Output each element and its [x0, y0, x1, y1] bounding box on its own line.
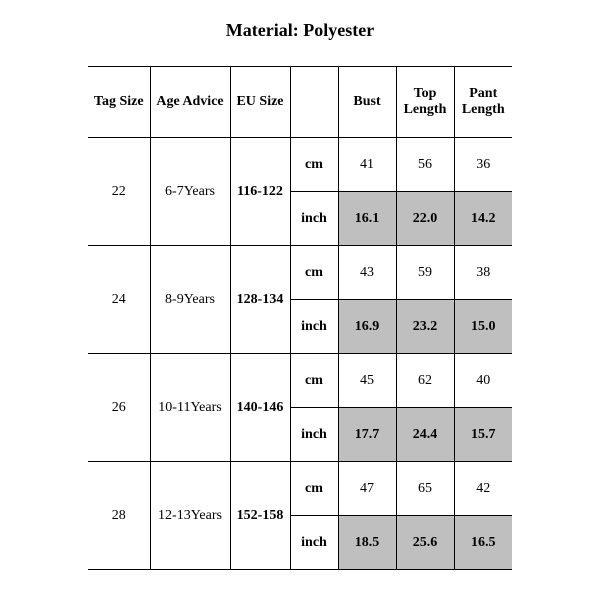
col-top-length: Top Length — [396, 67, 454, 138]
cell-bust: 17.7 — [338, 408, 396, 462]
cell-unit-cm: cm — [290, 138, 338, 192]
material-title: Material: Polyester — [0, 20, 600, 41]
cell-top: 59 — [396, 246, 454, 300]
cell-eu: 128-134 — [230, 246, 290, 354]
cell-unit-inch: inch — [290, 408, 338, 462]
cell-unit-cm: cm — [290, 354, 338, 408]
cell-tag: 24 — [88, 246, 150, 354]
col-unit — [290, 67, 338, 138]
cell-unit-cm: cm — [290, 462, 338, 516]
cell-top: 25.6 — [396, 516, 454, 570]
cell-pant: 14.2 — [454, 192, 512, 246]
cell-top: 56 — [396, 138, 454, 192]
table-row: 24 8-9Years 128-134 cm 43 59 38 — [88, 246, 512, 300]
cell-unit-inch: inch — [290, 192, 338, 246]
cell-bust: 43 — [338, 246, 396, 300]
table-row: 22 6-7Years 116-122 cm 41 56 36 — [88, 138, 512, 192]
col-bust: Bust — [338, 67, 396, 138]
cell-top: 65 — [396, 462, 454, 516]
cell-tag: 22 — [88, 138, 150, 246]
cell-pant: 15.0 — [454, 300, 512, 354]
cell-age: 8-9Years — [150, 246, 230, 354]
col-age-advice: Age Advice — [150, 67, 230, 138]
cell-unit-inch: inch — [290, 516, 338, 570]
cell-top: 23.2 — [396, 300, 454, 354]
size-table: Tag Size Age Advice EU Size Bust Top Len… — [88, 66, 512, 570]
cell-top: 62 — [396, 354, 454, 408]
header-row: Tag Size Age Advice EU Size Bust Top Len… — [88, 67, 512, 138]
cell-pant: 15.7 — [454, 408, 512, 462]
cell-age: 10-11Years — [150, 354, 230, 462]
cell-eu: 140-146 — [230, 354, 290, 462]
cell-bust: 16.9 — [338, 300, 396, 354]
cell-age: 12-13Years — [150, 462, 230, 570]
cell-unit-cm: cm — [290, 246, 338, 300]
cell-pant: 38 — [454, 246, 512, 300]
table-row: 28 12-13Years 152-158 cm 47 65 42 — [88, 462, 512, 516]
col-tag-size: Tag Size — [88, 67, 150, 138]
col-eu-size: EU Size — [230, 67, 290, 138]
cell-tag: 28 — [88, 462, 150, 570]
cell-top: 22.0 — [396, 192, 454, 246]
cell-pant: 40 — [454, 354, 512, 408]
cell-top: 24.4 — [396, 408, 454, 462]
cell-bust: 45 — [338, 354, 396, 408]
cell-unit-inch: inch — [290, 300, 338, 354]
cell-bust: 41 — [338, 138, 396, 192]
cell-eu: 152-158 — [230, 462, 290, 570]
cell-pant: 16.5 — [454, 516, 512, 570]
cell-eu: 116-122 — [230, 138, 290, 246]
col-pant-length: Pant Length — [454, 67, 512, 138]
cell-pant: 42 — [454, 462, 512, 516]
cell-tag: 26 — [88, 354, 150, 462]
cell-bust: 47 — [338, 462, 396, 516]
cell-bust: 16.1 — [338, 192, 396, 246]
cell-bust: 18.5 — [338, 516, 396, 570]
table-row: 26 10-11Years 140-146 cm 45 62 40 — [88, 354, 512, 408]
cell-age: 6-7Years — [150, 138, 230, 246]
cell-pant: 36 — [454, 138, 512, 192]
